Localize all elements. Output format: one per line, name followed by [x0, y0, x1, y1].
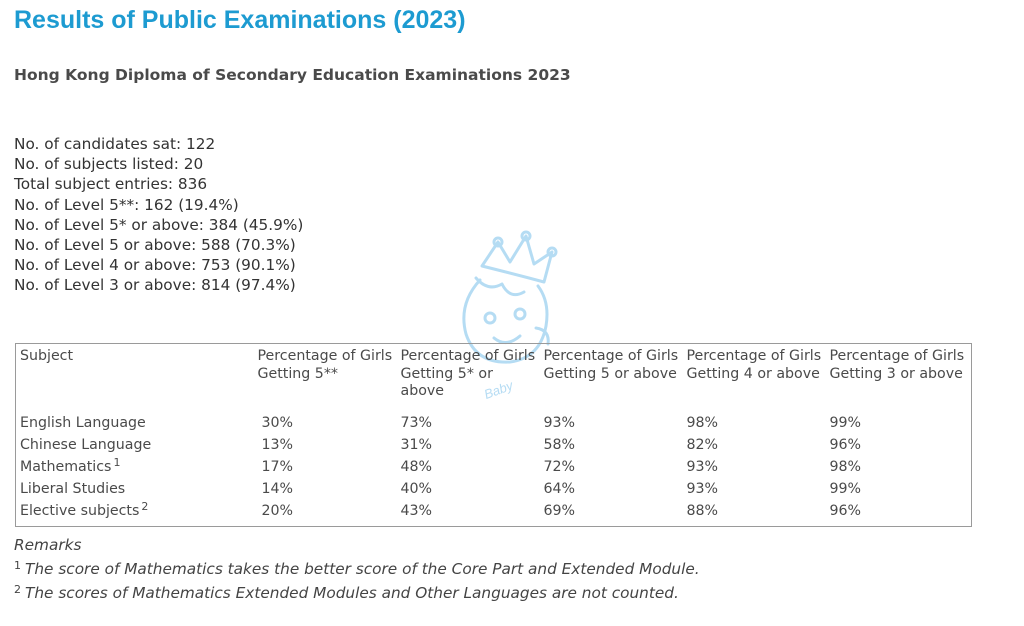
remark-text: The scores of Mathematics Extended Modul…	[25, 584, 679, 602]
stat-level-3-above: No. of Level 3 or above: 814 (97.4%)	[14, 276, 296, 295]
subject-name: Chinese Language	[20, 436, 152, 453]
value-cell: 98%	[686, 414, 719, 431]
header-5-star-above: Percentage of Girls Getting 5* or above	[400, 348, 536, 399]
stat-candidates: No. of candidates sat: 122	[14, 135, 216, 153]
remarks-section: Remarks 1 The score of Mathematics takes …	[14, 535, 700, 603]
statistics-list: No. of candidates sat: 122 No. of subjec…	[14, 134, 303, 296]
subject-cell: Chinese Language	[16, 435, 254, 457]
value-cell: 64%	[543, 480, 576, 497]
header-subject: Subject	[20, 348, 74, 364]
subject-cell: Mathematics 1	[16, 457, 254, 479]
value-cell: 40%	[400, 480, 433, 497]
results-table: Subject Percentage of Girls Getting 5** …	[15, 343, 972, 527]
table-row: Liberal Studies 14% 40% 64% 93% 99%	[16, 479, 972, 501]
remark-number: 1	[14, 559, 21, 572]
header-4-above: Percentage of Girls Getting 4 or above	[686, 348, 822, 382]
table-header-row: Subject Percentage of Girls Getting 5** …	[16, 344, 972, 413]
value-cell: 96%	[829, 436, 862, 453]
page-subtitle: Hong Kong Diploma of Secondary Education…	[14, 66, 571, 84]
remark-number: 2	[14, 583, 21, 596]
subject-cell: English Language	[16, 413, 254, 435]
table-row: Chinese Language 13% 31% 58% 82% 96%	[16, 435, 972, 457]
value-cell: 93%	[686, 480, 719, 497]
subject-name: Elective subjects	[20, 502, 140, 519]
value-cell: 72%	[543, 458, 576, 475]
table-row: Mathematics 1 17% 48% 72% 93% 98%	[16, 457, 972, 479]
value-cell: 48%	[400, 458, 433, 475]
value-cell: 96%	[829, 502, 862, 519]
value-cell: 93%	[686, 458, 719, 475]
value-cell: 99%	[829, 480, 862, 497]
value-cell: 99%	[829, 414, 862, 431]
value-cell: 69%	[543, 502, 576, 519]
remark-text: The score of Mathematics takes the bette…	[25, 560, 700, 578]
stat-level-5-double-star: No. of Level 5**: 162 (19.4%)	[14, 195, 239, 214]
footnote-ref: 1	[113, 455, 121, 469]
stat-level-4-above: No. of Level 4 or above: 753 (90.1%)	[14, 256, 296, 275]
subject-name: English Language	[20, 414, 146, 431]
header-5-above: Percentage of Girls Getting 5 or above	[543, 348, 679, 382]
subject-cell: Elective subjects 2	[16, 501, 254, 527]
remark-note: 2 The scores of Mathematics Extended Modu…	[14, 583, 700, 603]
subject-name: Liberal Studies	[20, 480, 126, 497]
header-5-double-star: Percentage of Girls Getting 5**	[257, 348, 393, 382]
table-row: Elective subjects 2 20% 43% 69% 88% 96%	[16, 501, 972, 527]
remarks-heading: Remarks	[14, 536, 82, 554]
value-cell: 82%	[686, 436, 719, 453]
value-cell: 88%	[686, 502, 719, 519]
value-cell: 73%	[400, 414, 433, 431]
value-cell: 58%	[543, 436, 576, 453]
subject-name: Mathematics	[20, 458, 112, 475]
value-cell: 13%	[261, 436, 294, 453]
footnote-ref: 2	[141, 499, 149, 513]
baby-logo-watermark: Baby	[462, 230, 558, 402]
value-cell: 98%	[829, 458, 862, 475]
value-cell: 43%	[400, 502, 433, 519]
stat-subjects: No. of subjects listed: 20	[14, 155, 204, 174]
stat-level-5-above: No. of Level 5 or above: 588 (70.3%)	[14, 236, 296, 255]
value-cell: 14%	[261, 480, 294, 497]
value-cell: 30%	[261, 414, 294, 431]
stat-entries: Total subject entries: 836	[14, 175, 208, 194]
stat-level-5-star-above: No. of Level 5* or above: 384 (45.9%)	[14, 215, 304, 234]
remark-note: 1 The score of Mathematics takes the bett…	[14, 559, 700, 579]
subject-cell: Liberal Studies	[16, 479, 254, 501]
value-cell: 17%	[261, 458, 294, 475]
table-row: English Language 30% 73% 93% 98% 99%	[16, 413, 972, 435]
value-cell: 20%	[261, 502, 294, 519]
value-cell: 31%	[400, 436, 433, 453]
value-cell: 93%	[543, 414, 576, 431]
header-3-above: Percentage of Girls Getting 3 or above	[829, 348, 965, 382]
page-title: Results of Public Examinations (2023)	[14, 6, 466, 34]
